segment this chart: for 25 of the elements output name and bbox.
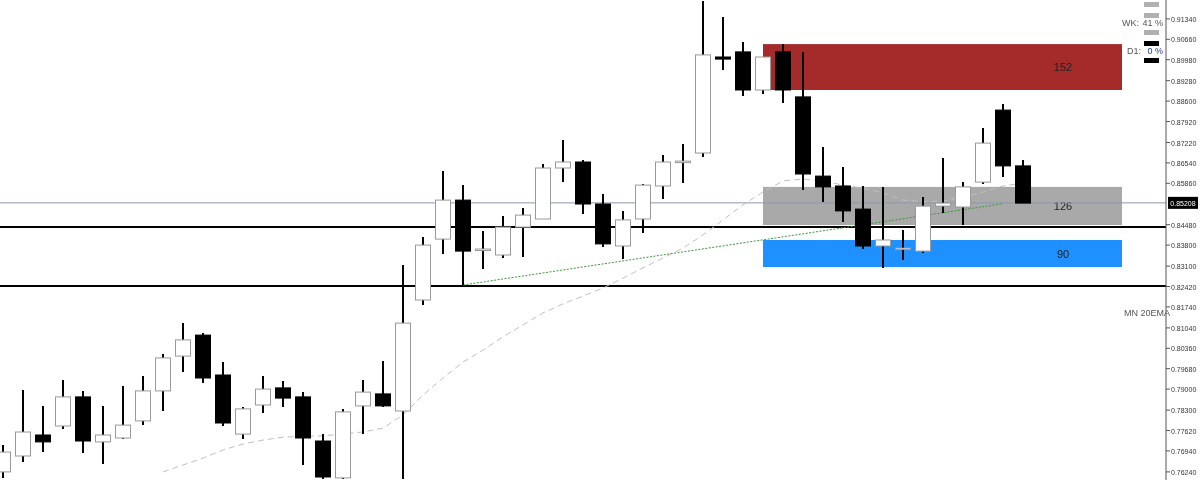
band-label: 90 xyxy=(1056,247,1070,260)
candlestick xyxy=(115,385,131,440)
candlestick xyxy=(375,359,391,409)
candlestick xyxy=(35,404,51,454)
candlestick xyxy=(15,389,31,463)
band-label: 126 xyxy=(1053,199,1073,212)
candlestick xyxy=(175,322,191,373)
candlestick xyxy=(355,379,371,436)
text: WK: xyxy=(1122,18,1139,28)
candlestick xyxy=(935,157,951,214)
candlestick xyxy=(255,374,271,415)
text: D1: xyxy=(1126,46,1141,56)
candlestick xyxy=(555,139,571,184)
text: 41 % xyxy=(1142,18,1163,28)
candlestick xyxy=(715,16,731,71)
candlestick xyxy=(895,229,911,262)
candlestick xyxy=(655,154,671,200)
band-label: 152 xyxy=(1053,61,1073,74)
candlestick xyxy=(815,146,831,203)
text: MN 20EMA xyxy=(1124,308,1171,318)
candlestick xyxy=(675,143,691,184)
text: 0 % xyxy=(1147,46,1163,56)
candlestick xyxy=(275,380,291,409)
candlestick xyxy=(95,404,111,466)
candlestick xyxy=(475,230,491,271)
